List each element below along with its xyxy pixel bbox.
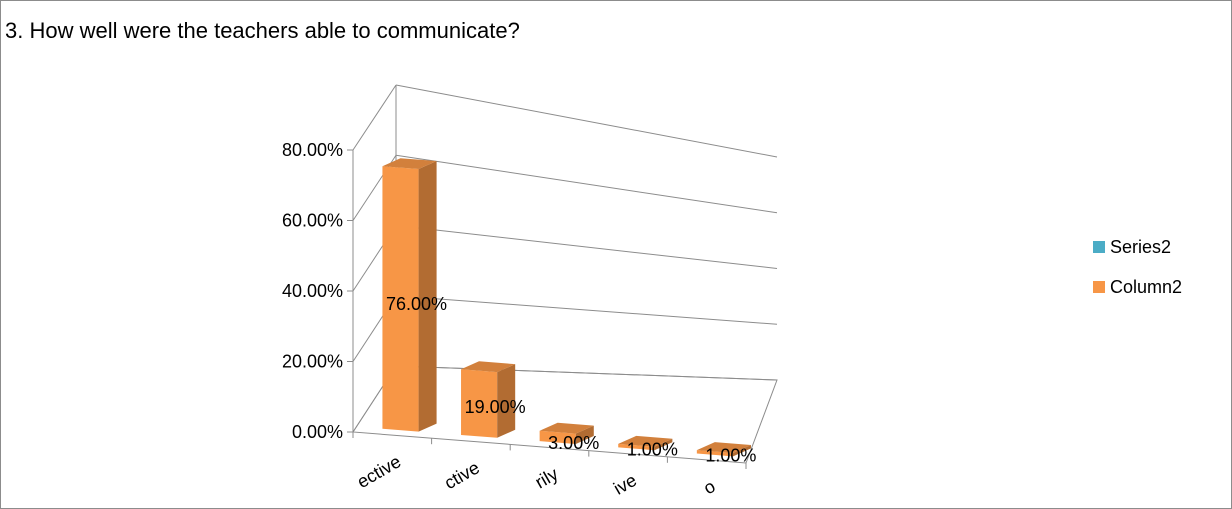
x-tick-label-1: ctive [441, 457, 483, 493]
data-label-0: 76.00% [386, 294, 447, 314]
column-top-1 [461, 361, 516, 373]
column-front-3 [618, 443, 655, 451]
gridline-back-2 [395, 225, 778, 269]
data-label-3: 1.00% [627, 439, 678, 459]
y-tick-label-0: 0.00% [292, 422, 343, 442]
y-tick-label-1: 20.00% [282, 352, 343, 372]
floor [352, 365, 778, 464]
column-front-1 [461, 369, 498, 438]
data-label-2: 3.00% [548, 433, 599, 453]
legend-swatch-column2 [1093, 281, 1105, 293]
column-top-2 [539, 422, 594, 434]
gridline-back-3 [395, 154, 778, 214]
x-tick-label-0: ective [354, 451, 405, 492]
y-tick-label-3: 60.00% [282, 211, 343, 231]
legend-item-series2: Series2 [1093, 227, 1182, 267]
x-tick-label-2: rily [532, 464, 562, 493]
data-label-4: 1.00% [705, 446, 756, 466]
gridline-side-4 [352, 84, 397, 151]
column-top-0 [382, 158, 437, 170]
data-label-1: 19.00% [465, 397, 526, 417]
x-tick-label-4: o [700, 476, 719, 498]
column-side-4 [732, 444, 751, 457]
column-front-4 [696, 450, 733, 457]
column-front-0 [382, 166, 419, 432]
legend-item-column2: Column2 [1093, 267, 1182, 307]
y-tick-label-2: 40.00% [282, 281, 343, 301]
chart-title: 3. How well were the teachers able to co… [5, 18, 520, 43]
gridline-back-1 [395, 295, 778, 325]
column-side-1 [497, 364, 516, 438]
column-side-0 [418, 161, 437, 432]
legend-label-series2: Series2 [1110, 236, 1172, 257]
column-side-2 [575, 425, 594, 444]
y-tick-label-4: 80.00% [282, 140, 343, 160]
gridline-back-4 [395, 84, 778, 158]
column-front-2 [539, 430, 576, 444]
column-top-3 [618, 435, 673, 447]
column-side-3 [654, 438, 673, 451]
legend-swatch-series2 [1093, 241, 1105, 253]
legend-label-column2: Column2 [1110, 276, 1183, 297]
x-tick-label-3: ive [610, 470, 640, 499]
legend: Series2 Column2 [1093, 227, 1182, 307]
column-top-4 [696, 442, 751, 453]
